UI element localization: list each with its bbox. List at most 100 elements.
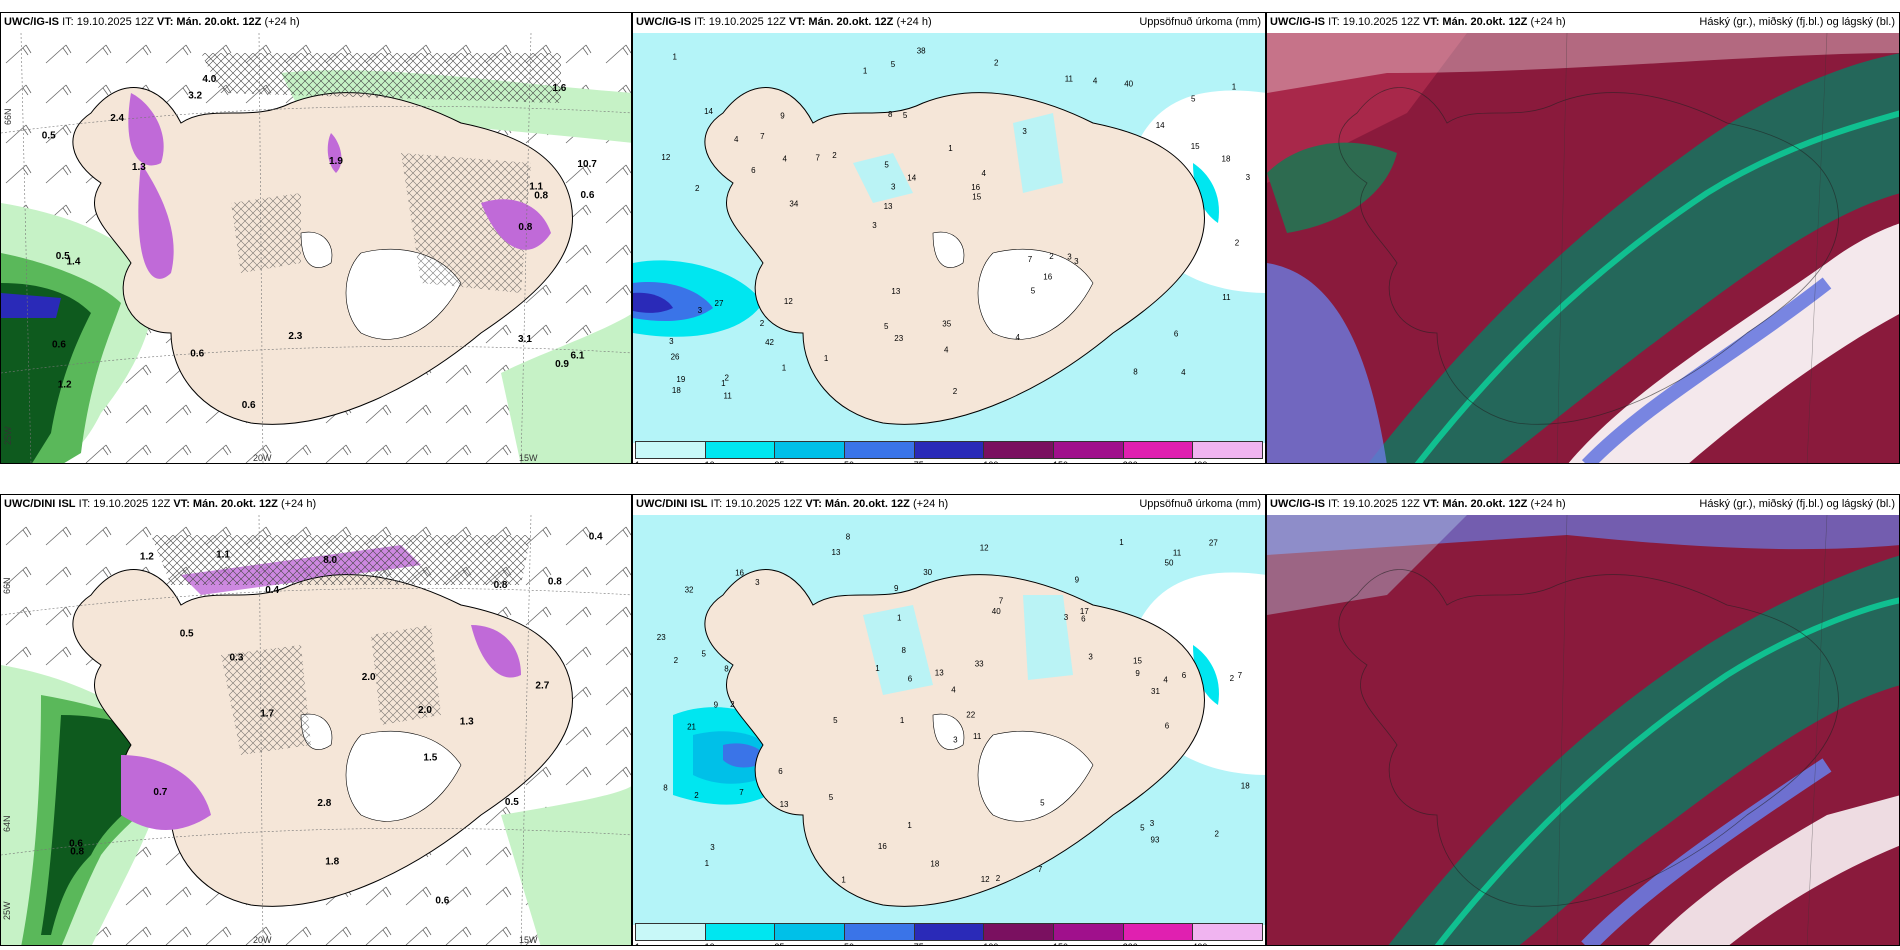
map-value-label: 7 bbox=[1028, 255, 1033, 264]
map-value-label: 7 bbox=[816, 154, 821, 163]
legend-tick-label: 1 bbox=[635, 942, 640, 945]
lead-time: (+24 bbox=[264, 16, 287, 28]
map-variable-title: Uppsöfnuð úrkoma (mm) bbox=[1139, 16, 1261, 28]
map-value-label: 4 bbox=[1093, 76, 1098, 85]
panel-header: UWC/DINI ISL IT: 19.10.2025 12Z VT: Mán.… bbox=[1, 495, 631, 515]
map-value-label: 14 bbox=[907, 174, 916, 183]
map-value-label: 0.6 bbox=[435, 896, 449, 907]
map-value-label: 19 bbox=[676, 375, 685, 384]
map-value-label: 2 bbox=[674, 656, 679, 665]
map-value-label: 6 bbox=[1081, 614, 1086, 623]
map-value-label: 3 bbox=[710, 843, 715, 852]
map-value-label: 18 bbox=[930, 860, 939, 869]
map-value-label: 0.8 bbox=[518, 222, 532, 233]
lead-time: (+24 h) bbox=[896, 16, 932, 28]
map-value-label: 7 bbox=[739, 788, 744, 797]
map-value-label: 1 bbox=[900, 716, 905, 725]
map-value-label: 1 bbox=[824, 354, 829, 363]
map-value-label: 3.1 bbox=[518, 334, 532, 345]
map-value-label: 15 bbox=[1133, 656, 1142, 665]
wind-map: 3.1 10.7 6.1 1.9 1.2 4.0 1.1 0.6 1.6 1.3 0.6 0.5 0.8… bbox=[1, 33, 631, 463]
model-name: UWC/IG-IS bbox=[1270, 498, 1325, 510]
map-value-label: 31 bbox=[1151, 687, 1160, 696]
map-value-label: 3 bbox=[698, 306, 703, 315]
map-value-label: 9 bbox=[1075, 575, 1080, 584]
map-value-label: 13 bbox=[832, 548, 841, 557]
map-value-label: 2 bbox=[730, 700, 735, 709]
map-value-label: 5 bbox=[891, 60, 896, 69]
map-value-label: 6 bbox=[1165, 721, 1170, 730]
map-value-label: 0.6 bbox=[52, 339, 66, 350]
map-value-label: 0.5 bbox=[56, 251, 70, 262]
map-value-label: 1 bbox=[841, 876, 846, 885]
map-value-label: 4 bbox=[951, 686, 956, 695]
legend-tick-label: 25 bbox=[774, 942, 784, 945]
map-variable-title: Uppsöfnuð úrkoma (mm) bbox=[1139, 498, 1261, 510]
map-value-label: 2.3 bbox=[288, 331, 302, 342]
map-value-label: 4 bbox=[982, 169, 987, 178]
map-value-label: 13 bbox=[884, 202, 893, 211]
precip-legend: 1 10 25 50 75 100 150 200 400 bbox=[635, 441, 1264, 463]
map-value-label: 23 bbox=[894, 334, 903, 343]
map-value-label: 3 bbox=[669, 337, 674, 346]
map-value-label: 9 bbox=[1135, 669, 1140, 678]
map-value-label: 35 bbox=[942, 319, 951, 328]
map-value-label: 15 bbox=[972, 193, 981, 202]
map-value-label: 16 bbox=[878, 842, 887, 851]
map-value-label: 6 bbox=[908, 675, 913, 684]
map-value-label: 21 bbox=[687, 723, 696, 732]
map-value-label: 14 bbox=[1156, 121, 1165, 130]
map-value-label: 93 bbox=[1151, 836, 1160, 845]
map-value-label: 9 bbox=[894, 584, 899, 593]
map-value-label: 8 bbox=[724, 665, 729, 674]
map-value-label: 2 bbox=[760, 319, 765, 328]
map-value-label: 3 bbox=[1067, 253, 1072, 262]
lon-label-15w: 15W bbox=[519, 935, 538, 945]
panel-header: UWC/IG-IS IT: 19.10.2025 12Z VT: Mán. 20… bbox=[1, 13, 631, 33]
map-value-label: 7 bbox=[999, 596, 1004, 605]
map-panel-r1c3: UWC/IG-IS IT: 19.10.2025 12Z VT: Mán. 20… bbox=[1266, 12, 1900, 464]
map-value-label: 2.8 bbox=[317, 798, 331, 809]
legend-tick-label: 50 bbox=[844, 460, 854, 463]
map-value-label: 13 bbox=[780, 800, 789, 809]
map-value-label: 1 bbox=[782, 363, 787, 372]
map-value-label: 15 bbox=[1191, 142, 1200, 151]
map-value-label: 23 bbox=[657, 633, 666, 642]
map-panel-r1c2: UWC/IG-IS IT: 19.10.2025 12Z VT: Mán. 20… bbox=[632, 12, 1266, 464]
legend-swatch: 50 bbox=[844, 441, 914, 463]
map-value-label: 33 bbox=[975, 660, 984, 669]
legend-swatch: 10 bbox=[704, 923, 775, 945]
map-value-label: 5 bbox=[829, 793, 834, 802]
map-value-label: 0.3 bbox=[230, 652, 244, 663]
lat-label-64n: 64N bbox=[2, 815, 12, 832]
map-value-label: 3 bbox=[891, 182, 896, 191]
model-name: UWC/IG-IS bbox=[636, 16, 691, 28]
map-value-label: 1.3 bbox=[460, 716, 474, 727]
map-value-label: 2 bbox=[996, 874, 1001, 883]
lead-time: (+24 h) bbox=[1530, 16, 1566, 28]
map-value-label: 6 bbox=[778, 767, 783, 776]
map-value-label: 1 bbox=[875, 664, 880, 673]
legend-tick-label: 50 bbox=[844, 942, 854, 945]
valid-time: Mán. 20.okt. 12Z bbox=[1442, 498, 1528, 510]
map-value-label: 32 bbox=[685, 586, 694, 595]
map-value-label: 3 bbox=[1022, 127, 1027, 136]
map-value-label: 2 bbox=[1049, 252, 1054, 261]
map-value-label: 0.8 bbox=[548, 577, 562, 588]
map-value-label: 0.7 bbox=[153, 787, 167, 798]
init-time: IT: 19.10.2025 12Z bbox=[694, 16, 786, 28]
map-value-label: 10.7 bbox=[577, 159, 597, 170]
map-value-label: 12 bbox=[980, 543, 989, 552]
map-value-label: 0.8 bbox=[534, 190, 548, 201]
wind-value-labels: 1.80.32.01.30.80.50.41.58.02.81.10.80.60… bbox=[69, 532, 603, 907]
map-value-label: 1.2 bbox=[140, 552, 154, 563]
map-variable-title: Háský (gr.), miðský (fj.bl.) og lágský (… bbox=[1699, 16, 1895, 28]
map-value-label: 9 bbox=[714, 700, 719, 709]
init-time: IT: 19.10.2025 12Z bbox=[710, 498, 803, 510]
map-value-label: 1.1 bbox=[529, 182, 543, 193]
map-value-label: 14 bbox=[704, 107, 713, 116]
map-value-label: 12 bbox=[661, 153, 670, 162]
valid-time: Mán. 20.okt. 12Z bbox=[192, 498, 278, 510]
map-value-label: 11 bbox=[973, 732, 982, 741]
